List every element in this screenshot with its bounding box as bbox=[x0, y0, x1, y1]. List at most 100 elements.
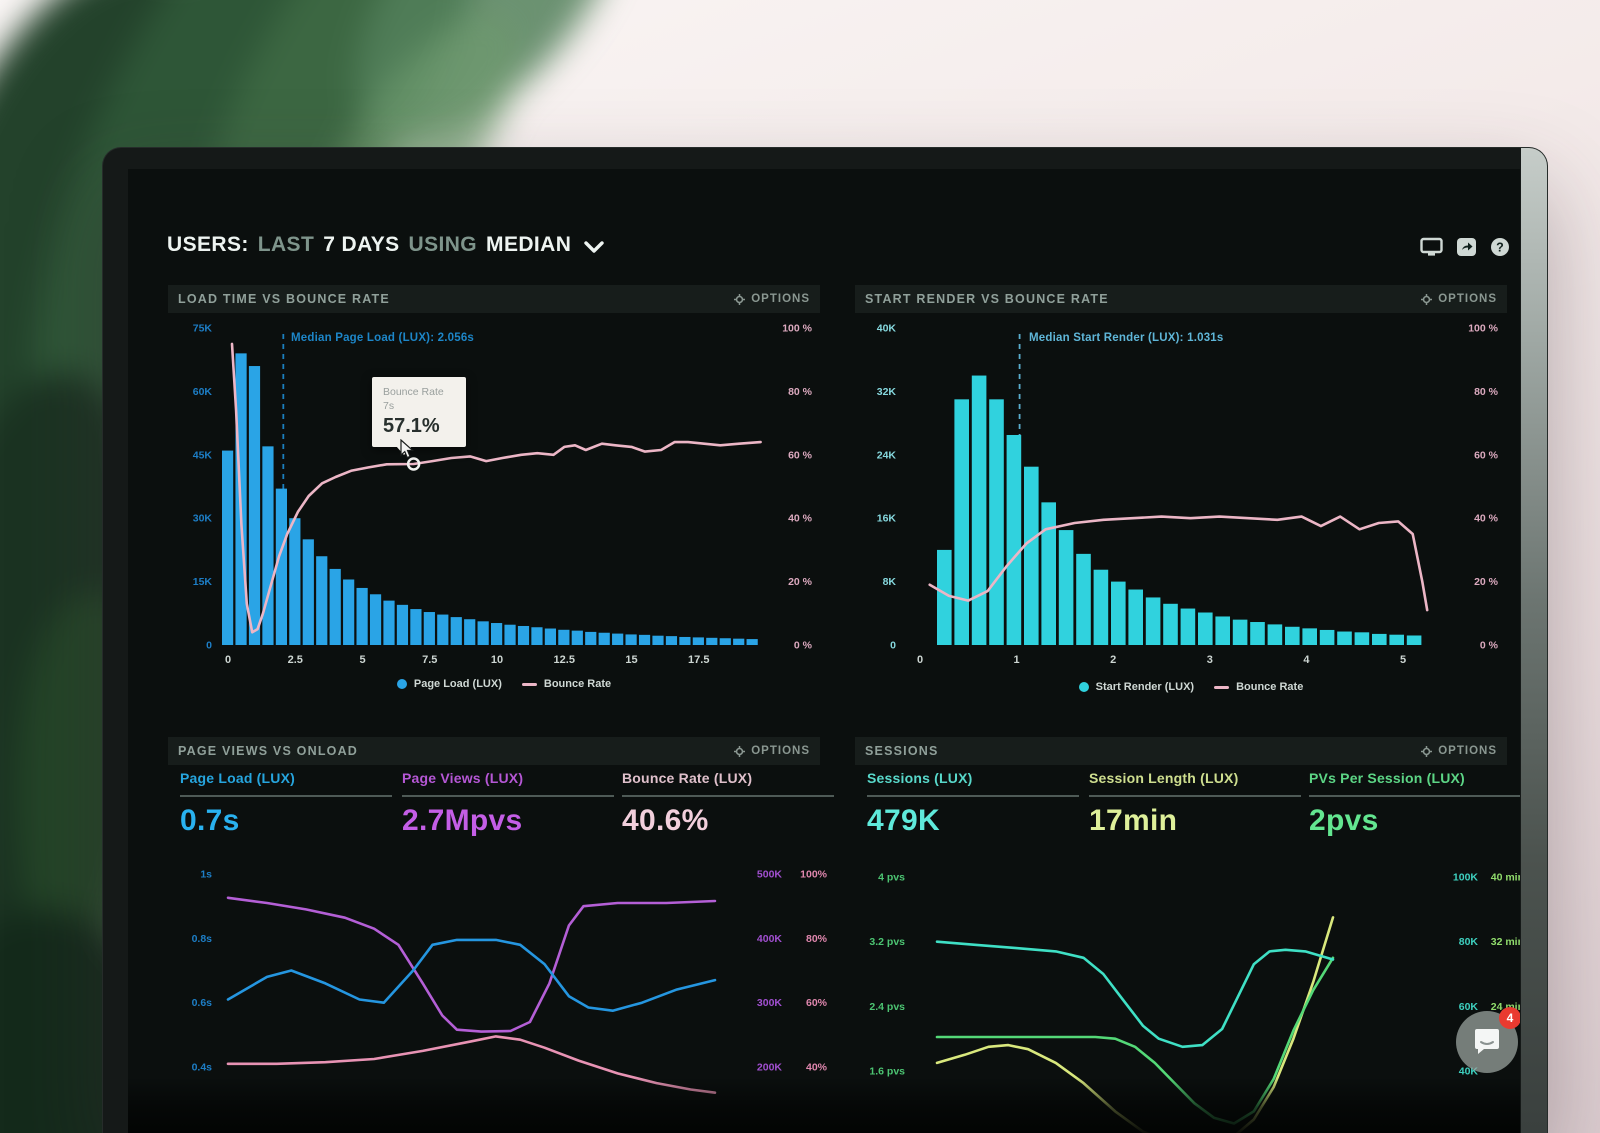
metric-underline bbox=[867, 795, 1079, 797]
panel-page-views-header: PAGE VIEWS VS ONLOAD OPTIONS bbox=[168, 737, 820, 765]
svg-text:1: 1 bbox=[1014, 654, 1020, 666]
metric-value: 17min bbox=[1089, 804, 1178, 837]
svg-text:60 %: 60 % bbox=[788, 449, 813, 461]
screen-bottom-shadow bbox=[128, 1077, 1520, 1133]
gear-icon bbox=[1421, 745, 1433, 757]
chat-bubble-button[interactable]: 4 bbox=[1456, 1007, 1520, 1073]
metric-page-views: Page Views (LUX) 2.7Mpvs bbox=[402, 770, 617, 838]
svg-text:2: 2 bbox=[1110, 654, 1116, 666]
sessions-options-button[interactable]: OPTIONS bbox=[1421, 745, 1497, 757]
svg-text:100 %: 100 % bbox=[1468, 323, 1498, 335]
svg-text:40 %: 40 % bbox=[788, 513, 813, 525]
svg-text:8K: 8K bbox=[883, 576, 897, 588]
metric-pvs-per-session: PVs Per Session (LUX) 2pvs bbox=[1309, 770, 1520, 838]
header-icons: ? bbox=[1420, 237, 1510, 257]
svg-text:300K: 300K bbox=[757, 997, 783, 1009]
svg-text:75K: 75K bbox=[193, 323, 213, 335]
share-icon[interactable] bbox=[1456, 237, 1477, 257]
svg-text:3.2 pvs: 3.2 pvs bbox=[869, 936, 905, 948]
sessions-metrics: Sessions (LUX) 479K Session Length (LUX)… bbox=[855, 770, 1520, 850]
svg-text:0 %: 0 % bbox=[1480, 640, 1499, 652]
svg-text:40%: 40% bbox=[806, 1062, 828, 1074]
legend-dot bbox=[1078, 682, 1089, 692]
legend-dash bbox=[521, 682, 537, 686]
display-icon[interactable] bbox=[1420, 237, 1443, 257]
title-users: USERS: bbox=[167, 233, 249, 256]
svg-text:200K: 200K bbox=[757, 1062, 783, 1074]
svg-text:20 %: 20 % bbox=[788, 576, 813, 588]
svg-text:30K: 30K bbox=[193, 513, 213, 525]
metric-value: 40.6% bbox=[622, 804, 709, 837]
title-last: LAST bbox=[257, 233, 315, 256]
svg-text:4: 4 bbox=[1303, 654, 1310, 666]
svg-text:100%: 100% bbox=[800, 869, 828, 881]
laptop-side-edge bbox=[1521, 148, 1547, 1133]
svg-text:45K: 45K bbox=[193, 449, 213, 461]
metric-value: 2pvs bbox=[1309, 804, 1379, 837]
metric-underline bbox=[402, 795, 614, 797]
svg-text:15K: 15K bbox=[193, 576, 213, 588]
panel-title: PAGE VIEWS VS ONLOAD bbox=[178, 744, 359, 758]
svg-text:10: 10 bbox=[491, 654, 503, 666]
svg-text:60K: 60K bbox=[193, 386, 213, 398]
svg-text:32K: 32K bbox=[877, 386, 897, 398]
svg-text:500K: 500K bbox=[757, 869, 783, 881]
svg-text:0.4s: 0.4s bbox=[192, 1062, 213, 1074]
chevron-down-icon bbox=[584, 240, 604, 253]
metric-underline bbox=[180, 795, 392, 797]
panel-start-render-header: START RENDER VS BOUNCE RATE OPTIONS bbox=[855, 285, 1507, 313]
metric-label: Session Length (LUX) bbox=[1089, 770, 1239, 786]
metric-underline bbox=[1309, 795, 1520, 797]
notification-badge: 4 bbox=[1499, 1007, 1520, 1029]
svg-text:2.5: 2.5 bbox=[288, 654, 303, 666]
title-using: USING bbox=[408, 233, 478, 256]
svg-text:15: 15 bbox=[625, 654, 637, 666]
svg-text:0.8s: 0.8s bbox=[192, 933, 213, 945]
svg-text:0: 0 bbox=[225, 654, 231, 666]
median-page-load-annotation: Median Page Load (LUX): 2.056s bbox=[291, 332, 475, 344]
svg-text:1.6 pvs: 1.6 pvs bbox=[869, 1066, 905, 1078]
metric-value: 2.7Mpvs bbox=[402, 804, 523, 837]
page-views-metrics: Page Load (LUX) 0.7s Page Views (LUX) 2.… bbox=[168, 770, 834, 850]
chat-icon bbox=[1475, 1029, 1499, 1054]
start-render-legend: Start Render (LUX) Bounce Rate bbox=[1021, 681, 1361, 693]
gear-icon bbox=[734, 745, 746, 757]
svg-text:2.4 pvs: 2.4 pvs bbox=[869, 1001, 905, 1013]
svg-text:20 %: 20 % bbox=[1474, 576, 1499, 588]
start-render-options-button[interactable]: OPTIONS bbox=[1421, 293, 1497, 305]
help-icon[interactable]: ? bbox=[1490, 237, 1510, 257]
dashboard-charts[interactable]: 75K 100 % 60K 80 % 45K 60 % 30K 40 % 15K 20 % 0 0 %… bbox=[128, 169, 1520, 1133]
svg-text:32 min: 32 min bbox=[1491, 936, 1520, 948]
svg-text:1s: 1s bbox=[200, 869, 212, 881]
metric-session-length: Session Length (LUX) 17min bbox=[1089, 770, 1304, 838]
metric-bounce-rate: Bounce Rate (LUX) 40.6% bbox=[622, 770, 837, 838]
svg-text:0: 0 bbox=[917, 654, 923, 666]
load-time-options-button[interactable]: OPTIONS bbox=[734, 293, 810, 305]
svg-text:60K: 60K bbox=[1459, 1001, 1479, 1013]
svg-text:0: 0 bbox=[890, 640, 896, 652]
metric-label: Page Views (LUX) bbox=[402, 770, 524, 786]
svg-text:0: 0 bbox=[206, 640, 212, 652]
svg-text:0.6s: 0.6s bbox=[192, 997, 213, 1009]
svg-text:5: 5 bbox=[1400, 654, 1406, 666]
cursor-icon bbox=[400, 439, 415, 459]
metric-label: PVs Per Session (LUX) bbox=[1309, 770, 1465, 786]
svg-text:60 %: 60 % bbox=[1474, 449, 1499, 461]
report-scope-dropdown[interactable]: USERS: LAST 7 DAYS USING MEDIAN bbox=[167, 233, 604, 257]
svg-text:100 %: 100 % bbox=[782, 323, 812, 335]
load-time-legend: Page Load (LUX) Bounce Rate bbox=[334, 678, 674, 690]
svg-text:5: 5 bbox=[359, 654, 365, 666]
metric-page-load: Page Load (LUX) 0.7s bbox=[180, 770, 395, 838]
page-views-options-button[interactable]: OPTIONS bbox=[734, 745, 810, 757]
panel-load-time-header: LOAD TIME VS BOUNCE RATE OPTIONS bbox=[168, 285, 820, 313]
panel-title: LOAD TIME VS BOUNCE RATE bbox=[178, 292, 390, 306]
svg-text:4 pvs: 4 pvs bbox=[878, 872, 905, 884]
metric-sessions: Sessions (LUX) 479K bbox=[867, 770, 1082, 838]
legend-dash bbox=[1214, 685, 1230, 689]
svg-text:60%: 60% bbox=[806, 997, 828, 1009]
svg-text:7.5: 7.5 bbox=[422, 654, 437, 666]
bounce-rate-tooltip: Bounce Rate 7s 57.1% bbox=[372, 377, 466, 455]
laptop: USERS: LAST 7 DAYS USING MEDIAN bbox=[103, 148, 1547, 1133]
svg-text:80 %: 80 % bbox=[788, 386, 813, 398]
